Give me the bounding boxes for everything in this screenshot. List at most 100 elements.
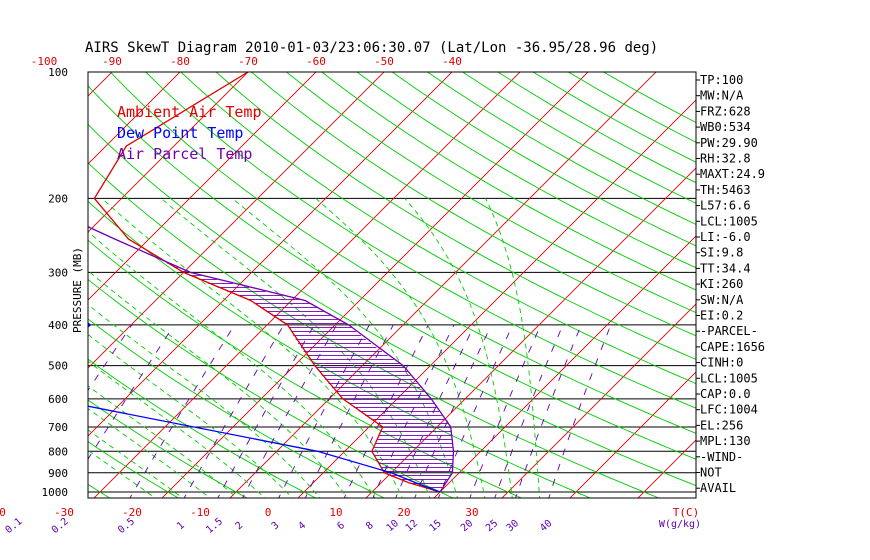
top-temp-tick-label: -40 <box>442 55 462 68</box>
isotherm-line <box>637 439 696 498</box>
legend-entry: Dew Point Temp <box>117 124 243 142</box>
chart-title: AIRS SkewT Diagram 2010-01-03/23:06:30.0… <box>85 40 658 56</box>
index-label: CAP:0.0 <box>700 387 751 401</box>
dry-adiabat-line <box>88 200 592 498</box>
isotherm-line <box>297 99 696 498</box>
bottom-temp-tick-label: -40 <box>0 506 6 519</box>
isotherm-line <box>365 167 696 498</box>
mixing-ratio-line <box>304 324 394 498</box>
legend: Ambient Air Temp Dew Point Temp Air Parcel… <box>117 103 262 163</box>
profiles <box>88 72 455 493</box>
isotherm-line <box>569 371 696 498</box>
isotherm-line <box>88 72 317 301</box>
dry-adiabat-line <box>391 72 696 247</box>
pressure-tick-label: 200 <box>48 192 68 205</box>
legend-entry: Ambient Air Temp <box>117 103 262 121</box>
isotherm-line <box>161 72 589 498</box>
dry-adiabat-line <box>285 72 696 314</box>
dry-adiabat-line <box>321 72 696 291</box>
dry-adiabat-line <box>88 278 454 498</box>
dry-adiabat-line <box>88 318 386 498</box>
mixing-ratio-tick-label: 0.5 <box>116 516 137 536</box>
dry-adiabat-line <box>88 441 180 498</box>
mixing-ratio-line <box>242 324 338 498</box>
mixing-ratio-tick-label: 3 <box>270 520 282 532</box>
dry-adiabat-line <box>88 358 317 498</box>
index-label: LCL:1005 <box>700 214 758 228</box>
pressure-tick-label: 500 <box>48 360 68 373</box>
bottom-temp-tick-label: 20 <box>397 506 410 519</box>
index-label: KI:260 <box>700 277 743 291</box>
mixing-ratio-unit-label: W(g/kg) <box>659 519 701 530</box>
moist-adiabat-line <box>88 303 321 498</box>
plot-frame <box>87 71 697 499</box>
pressure-tick-label: 600 <box>48 393 68 406</box>
mixing-ratio-tick-label: 10 <box>385 518 401 534</box>
index-label: CINH:0 <box>700 356 743 370</box>
mixing-ratio-line <box>129 324 235 498</box>
mixing-ratio-line <box>494 324 564 498</box>
dry-adiabat-line <box>88 239 523 498</box>
index-label: WB0:534 <box>700 120 751 134</box>
index-label: SI:9.8 <box>700 246 743 260</box>
mixing-ratio-line <box>548 324 612 498</box>
isotherm-line <box>88 72 181 165</box>
index-label: -WIND- <box>700 450 743 464</box>
moist-adiabat-line <box>88 270 348 498</box>
isotherm-line <box>88 72 249 233</box>
index-label: EI:0.2 <box>700 309 743 323</box>
mixing-ratio-tick-label: 20 <box>459 518 475 534</box>
pressure-tick-label: 800 <box>48 445 68 458</box>
moist-adiabat-line <box>88 449 156 498</box>
dry-adiabat-line <box>497 72 696 184</box>
pressure-tick-label: 300 <box>48 266 68 279</box>
mixing-ratio-tick-label: 1.5 <box>204 516 225 536</box>
dry-adiabat-line <box>250 72 696 337</box>
mixing-ratio-line <box>469 324 542 498</box>
mixing-ratio-tick-label: 12 <box>404 518 420 534</box>
bottom-temp-tick-label: -30 <box>54 506 74 519</box>
y-axis-label: PRESSURE (MB) <box>71 247 84 333</box>
pressure-tick-label: 400 <box>48 319 68 332</box>
moist-adiabat-line <box>88 360 266 498</box>
mixing-ratio-line <box>372 324 455 498</box>
bottom-temp-tick-label: 0 <box>265 506 272 519</box>
mixing-ratio-tick-label: 6 <box>335 520 347 532</box>
index-label: SW:N/A <box>700 293 744 307</box>
mixing-ratio-tick-label: 25 <box>484 518 500 534</box>
top-temp-tick-label: -50 <box>374 55 394 68</box>
moist-adiabat-line <box>88 230 376 498</box>
moist-adiabat-line <box>315 198 486 498</box>
index-label: MAXT:24.9 <box>700 167 765 181</box>
moist-adiabat-line <box>160 198 431 498</box>
top-temp-tick-label: -100 <box>31 55 58 68</box>
moist-adiabat-line <box>88 385 238 498</box>
dry-adiabat-line <box>88 85 696 460</box>
isotherm-line <box>93 72 521 498</box>
isotherm-line <box>501 303 696 498</box>
mixing-ratio-tick-label: 1 <box>175 520 187 532</box>
index-label: TH:5463 <box>700 183 751 197</box>
index-label: MW:N/A <box>700 89 744 103</box>
moist-adiabat-line <box>88 333 293 498</box>
mixing-ratio-line <box>437 324 514 498</box>
isotherm-line <box>88 72 385 369</box>
temp-unit-label: T(C) <box>673 506 700 519</box>
mixing-ratio-tick-label: 8 <box>364 520 376 532</box>
isotherm-line <box>229 72 657 498</box>
dry-adiabat-line <box>356 72 696 269</box>
mixing-ratio-tick-label: 0.1 <box>3 516 24 536</box>
mixing-ratio-line <box>88 324 133 392</box>
index-label: NOT <box>700 466 722 480</box>
dry-adiabat-line <box>532 72 696 163</box>
index-label: RH:32.8 <box>700 152 751 166</box>
isotherm-line <box>433 235 696 498</box>
profile-ambient-air-temp <box>93 72 441 493</box>
index-label: L57:6.6 <box>700 199 751 213</box>
mixing-ratio-tick-label: 4 <box>296 520 308 532</box>
dry-adiabat-line <box>88 162 660 498</box>
moist-adiabat-line <box>485 198 541 498</box>
index-label: EL:256 <box>700 418 743 432</box>
